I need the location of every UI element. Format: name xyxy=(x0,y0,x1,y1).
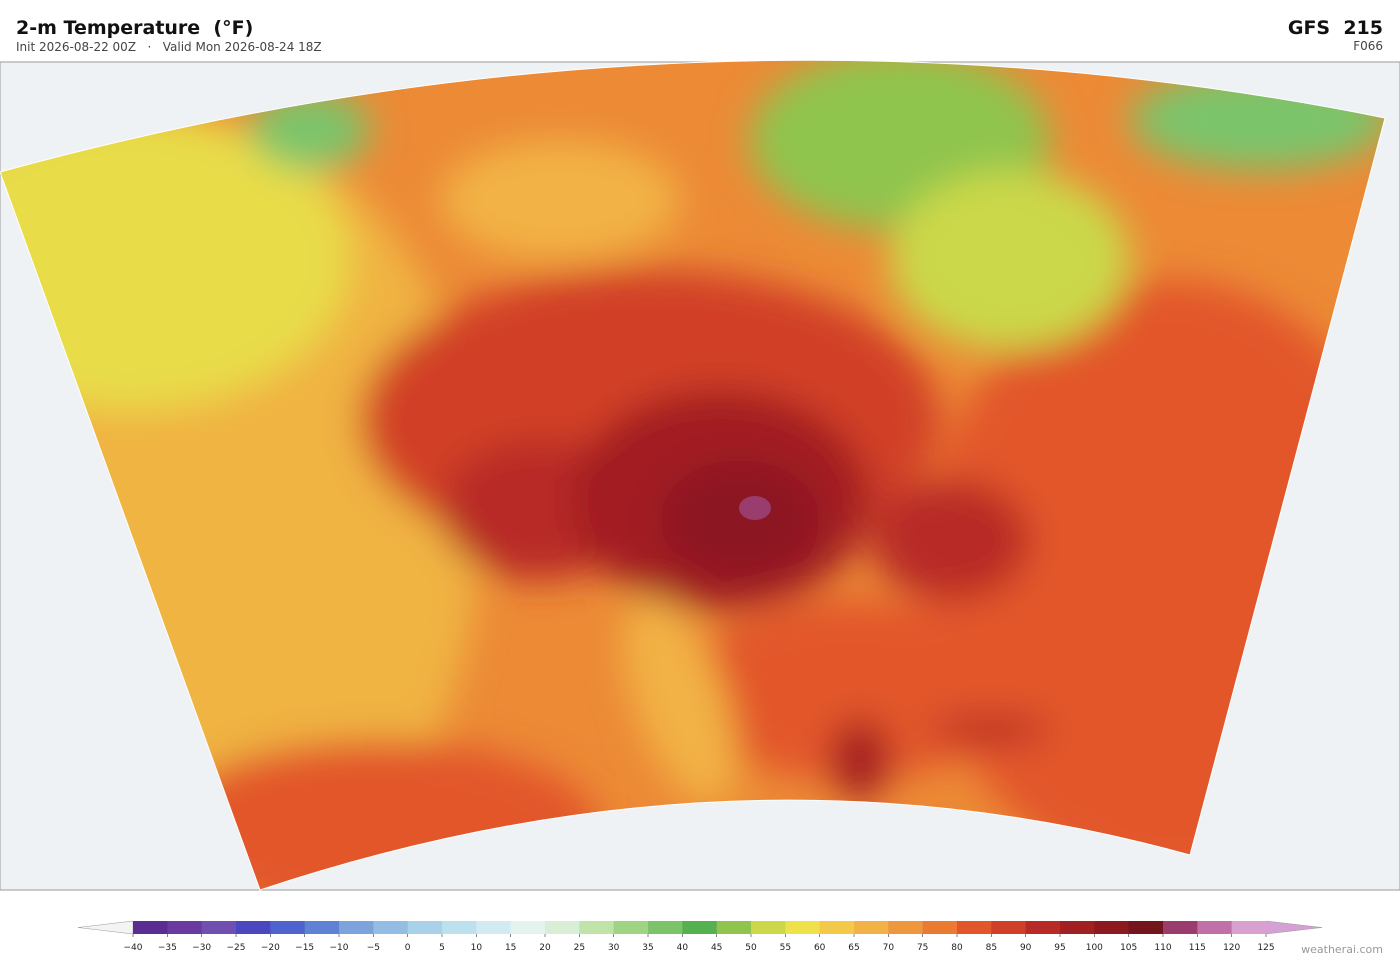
colorbar-bin xyxy=(167,921,203,934)
colorbar-bin xyxy=(648,921,683,934)
colorbar-bin xyxy=(957,921,992,934)
colorbar-label: −15 xyxy=(295,943,314,953)
colorbar-bin xyxy=(819,921,855,934)
colorbar-label: −10 xyxy=(330,943,349,953)
colorbar-label: 35 xyxy=(642,943,653,953)
colorbar-label: −30 xyxy=(192,943,211,953)
colorbar-over xyxy=(1265,920,1323,935)
colorbar-label: 125 xyxy=(1257,943,1274,953)
colorbar-bin xyxy=(407,921,443,934)
colorbar-bin xyxy=(922,921,958,934)
colorbar-bin xyxy=(785,921,821,934)
subtitle: Init 2026-08-22 00Z · Valid Mon 2026-08-… xyxy=(16,40,322,54)
colorbar-bin xyxy=(201,921,237,934)
colorbar-label: 50 xyxy=(745,943,757,953)
colorbar-label: 25 xyxy=(574,943,585,953)
colorbar-label: 60 xyxy=(814,943,826,953)
colorbar-bin xyxy=(682,921,718,934)
colorbar-label: 110 xyxy=(1154,943,1171,953)
colorbar-label: 65 xyxy=(848,943,859,953)
colorbar-bin xyxy=(339,921,374,934)
colorbar-bin xyxy=(133,921,168,934)
colorbar-label: −35 xyxy=(158,943,177,953)
colorbar-label: 85 xyxy=(986,943,997,953)
title: 2-m Temperature (°F) xyxy=(16,17,253,39)
colorbar-bin xyxy=(991,921,1027,934)
colorbar-bin xyxy=(476,921,512,934)
colorbar-bin xyxy=(854,921,889,934)
colorbar-label: 105 xyxy=(1120,943,1137,953)
model: GFS 215 xyxy=(1288,17,1383,39)
colorbar-bin xyxy=(579,921,615,934)
colorbar-bin xyxy=(1163,921,1198,934)
colorbar-label: 95 xyxy=(1054,943,1065,953)
colorbar-label: 75 xyxy=(917,943,928,953)
colorbar-bin xyxy=(1128,921,1164,934)
colorbar-bin xyxy=(888,921,924,934)
colorbar-label: 115 xyxy=(1189,943,1206,953)
colorbar-label: 55 xyxy=(780,943,791,953)
colorbar-bin xyxy=(613,921,649,934)
colorbar-bin xyxy=(545,921,580,934)
colorbar-bin xyxy=(304,921,340,934)
colorbar-bin xyxy=(1060,921,1095,934)
colorbar-bin xyxy=(442,921,477,934)
colorbar-label: 30 xyxy=(608,943,620,953)
colorbar-bin xyxy=(270,921,306,934)
colorbar-label: 20 xyxy=(539,943,551,953)
colorbar-bin xyxy=(510,921,546,934)
colorbar-label: −25 xyxy=(227,943,246,953)
colorbar-label: 40 xyxy=(677,943,689,953)
colorbar-label: −40 xyxy=(124,943,143,953)
colorbar-label: 120 xyxy=(1223,943,1240,953)
colorbar-bin xyxy=(716,921,752,934)
colorbar: −40 −35 −30 −25 −20 −15 −10 −5 0 5 10 15 20 25 30 35 40 4… xyxy=(77,920,1323,953)
colorbar-label: 45 xyxy=(711,943,722,953)
credit: weatherai.com xyxy=(1301,943,1383,956)
colorbar-label: 90 xyxy=(1020,943,1032,953)
colorbar-label: 80 xyxy=(951,943,963,953)
forecast-hour: F066 xyxy=(1353,39,1383,53)
colorbar-under xyxy=(77,920,134,935)
colorbar-bin xyxy=(1231,921,1267,934)
colorbar-bin xyxy=(1025,921,1061,934)
colorbar-label: 0 xyxy=(405,943,411,953)
colorbar-bin xyxy=(751,921,786,934)
colorbar-label: 100 xyxy=(1086,943,1103,953)
colorbar-label: 15 xyxy=(505,943,516,953)
colorbar-label: 70 xyxy=(883,943,895,953)
colorbar-label: 10 xyxy=(471,943,483,953)
colorbar-label: −20 xyxy=(261,943,280,953)
colorbar-bin xyxy=(373,921,409,934)
colorbar-label: 5 xyxy=(439,943,445,953)
colorbar-bin xyxy=(1094,921,1130,934)
colorbar-bin xyxy=(236,921,271,934)
colorbar-bin xyxy=(1197,921,1233,934)
colorbar-label: −5 xyxy=(367,943,380,953)
